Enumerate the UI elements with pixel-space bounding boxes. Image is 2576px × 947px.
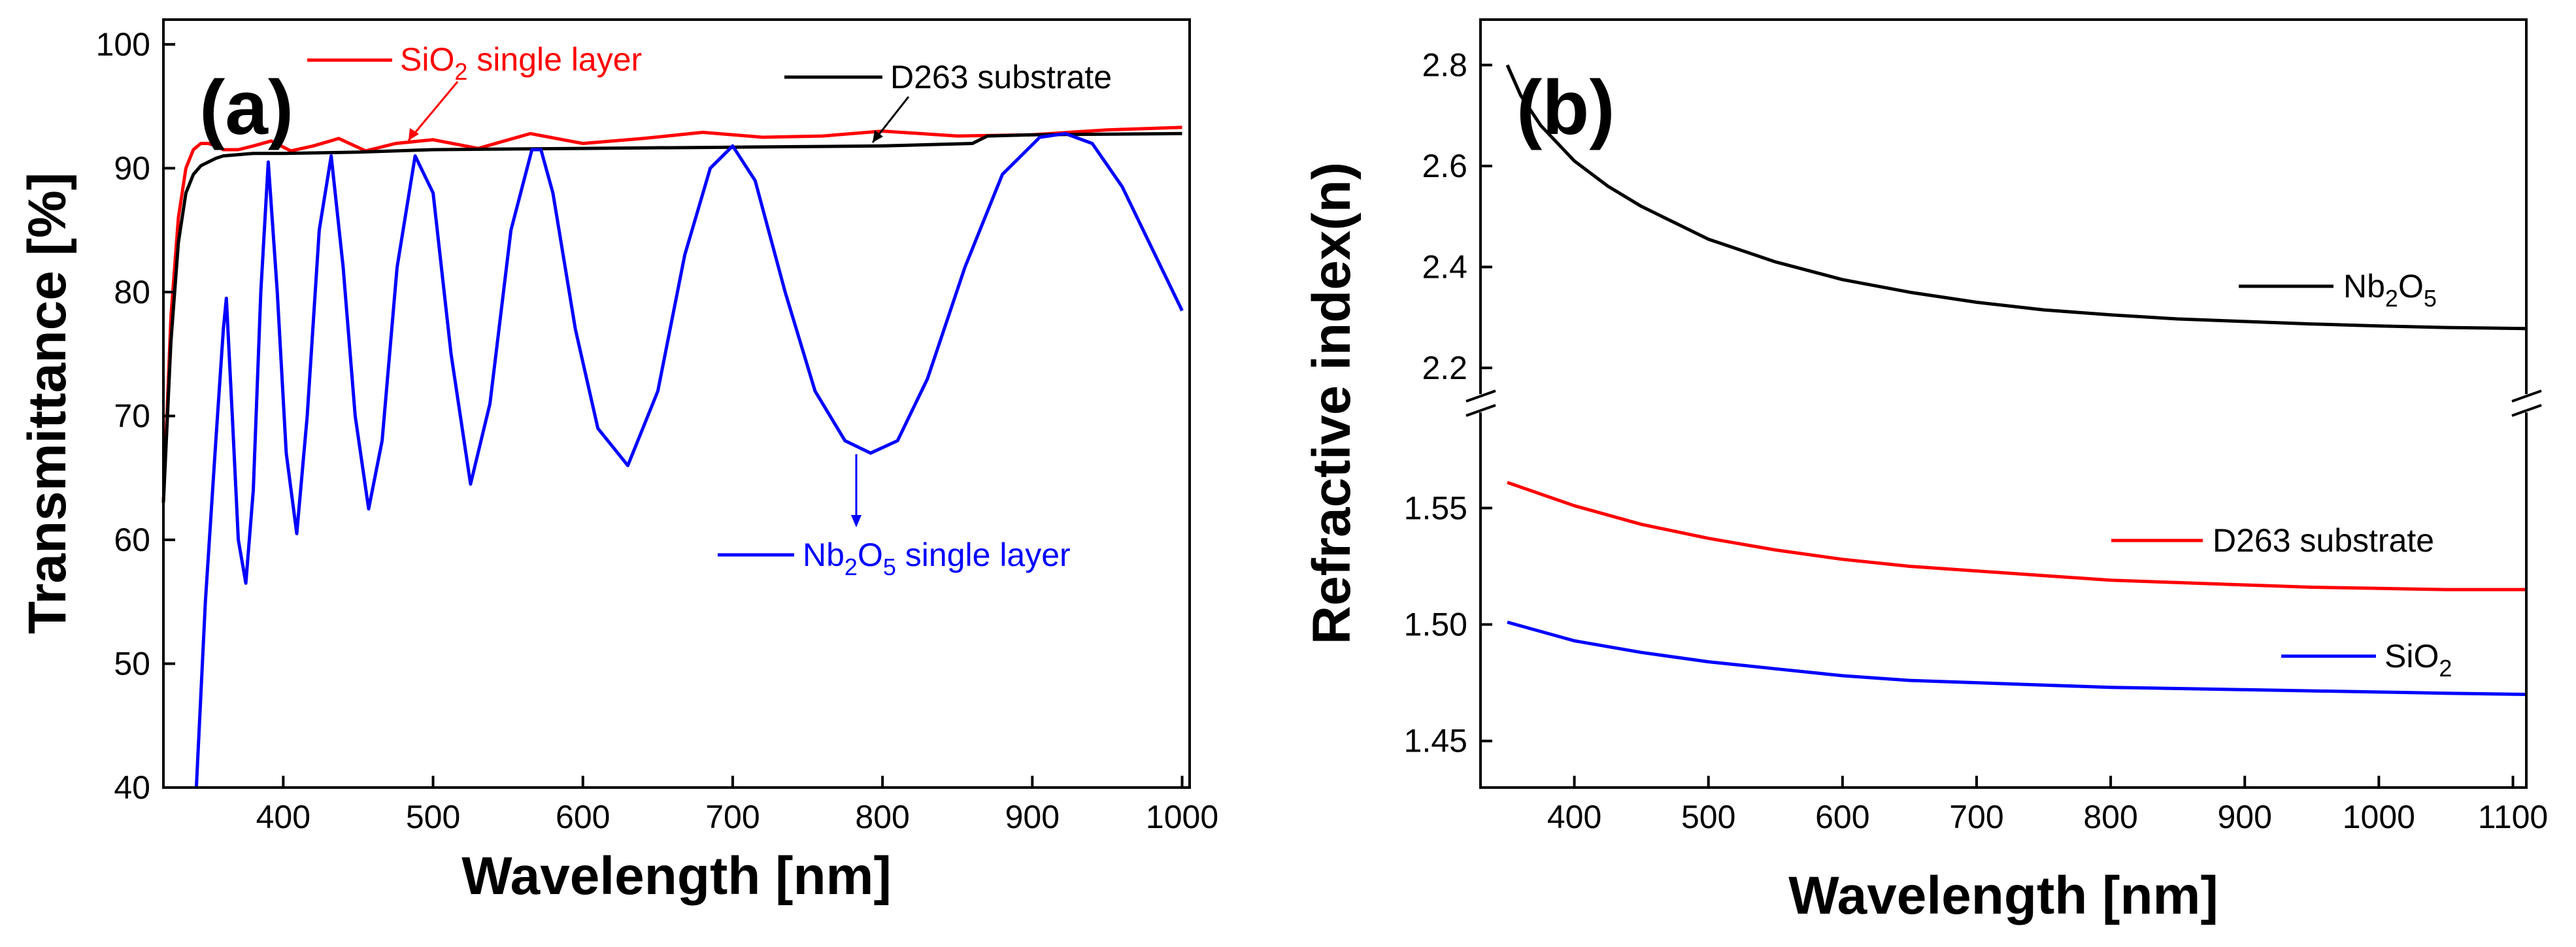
x-tick-label-b: 500 xyxy=(1681,799,1735,835)
panel-b-y-axis-title: Refractive index(n) xyxy=(1302,162,1362,644)
panel-a-letter: (a) xyxy=(199,65,293,151)
x-tick-label-a: 400 xyxy=(256,799,310,835)
y-tick-label-b-upper: 2.4 xyxy=(1422,248,1467,285)
axis-break-mark-left-top xyxy=(1465,390,1496,403)
legend-label-sio2-b: SiO2 xyxy=(2384,638,2452,682)
x-tick-label-b: 400 xyxy=(1547,799,1601,835)
x-tick-label-a: 900 xyxy=(1005,799,1060,835)
y-tick-label-a: 60 xyxy=(114,522,150,558)
x-tick-label-a: 1000 xyxy=(1146,799,1218,835)
series-line-a-sio2-single-layer xyxy=(161,125,1182,503)
x-tick-label-a: 700 xyxy=(705,799,760,835)
axis-break-mark-right-top xyxy=(2511,390,2542,403)
y-tick-label-a: 100 xyxy=(96,26,150,63)
y-tick-label-b-upper: 2.6 xyxy=(1422,148,1467,184)
panel-a-x-axis-title: Wavelength [nm] xyxy=(461,846,892,906)
y-tick-label-a: 40 xyxy=(114,769,150,806)
panel-a-curves xyxy=(161,125,1184,788)
x-tick-label-b: 1100 xyxy=(2478,799,2549,835)
panel-a-y-ticks: 40 50 60 70 80 90 100 xyxy=(96,26,175,806)
series-line-a-nb2o5-single-layer xyxy=(194,131,1184,788)
x-tick-label-b: 800 xyxy=(2083,799,2137,835)
x-tick-label-b: 600 xyxy=(1815,799,1869,835)
legend-arrow-sio2 xyxy=(407,81,459,141)
y-tick-label-b-upper: 2.2 xyxy=(1422,350,1467,386)
legend-label-d263-b: D263 substrate xyxy=(2213,522,2434,559)
series-line-b-d263-substrate xyxy=(1507,480,2526,591)
series-line-b-sio2 xyxy=(1507,620,2527,696)
x-tick-label-a: 800 xyxy=(855,799,909,835)
series-line-b-nb2o5 xyxy=(1505,64,2527,331)
panel-b-x-axis-title: Wavelength [nm] xyxy=(1788,866,2218,925)
legend-nb2o5-single-layer: Nb2O5 single layer xyxy=(718,454,1071,580)
legend-nb2o5-b: Nb2O5 xyxy=(2239,268,2437,312)
panel-b-frame xyxy=(1479,18,2528,789)
panel-b: 400 500 600 700 800 900 1000 1100 2.2 2.4 2.6 2.8 1… xyxy=(1302,18,2548,925)
axis-break-mark-right-bottom xyxy=(2511,404,2542,417)
legend-sio2-single-layer: SiO2 single layer xyxy=(307,41,642,141)
series-line-a-d263-substrate xyxy=(161,131,1182,503)
panel-a-x-ticks: 400 500 600 700 800 900 1000 xyxy=(256,776,1218,835)
y-tick-label-b-lower: 1.45 xyxy=(1404,723,1467,759)
legend-label-nb2o5-b: Nb2O5 xyxy=(2343,268,2437,312)
legend-label-nb2o5-a: Nb2O5 single layer xyxy=(803,537,1071,580)
arrowhead-nb2o5-icon xyxy=(851,515,861,527)
panel-a-y-axis-title: Transmittance [%] xyxy=(18,173,77,634)
panel-b-y-ticks: 2.2 2.4 2.6 2.8 1.45 1.50 1.55 xyxy=(1404,47,1492,759)
y-tick-label-a: 70 xyxy=(114,397,150,434)
y-tick-label-a: 90 xyxy=(114,150,150,186)
panel-b-x-ticks: 400 500 600 700 800 900 1000 1100 xyxy=(1547,776,2548,835)
panel-a-frame xyxy=(162,18,1191,789)
axis-break-marks xyxy=(1465,390,2542,417)
axis-break-mark-left-bottom xyxy=(1465,404,1496,417)
y-tick-label-b-lower: 1.50 xyxy=(1404,606,1467,643)
arrowhead-d263-icon xyxy=(873,130,883,142)
y-tick-label-a: 80 xyxy=(114,274,150,310)
x-tick-label-b: 900 xyxy=(2218,799,2272,835)
y-tick-label-a: 50 xyxy=(114,645,150,682)
arrowhead-sio2-icon xyxy=(409,128,419,141)
x-tick-label-b: 700 xyxy=(1949,799,2003,835)
panel-b-curves xyxy=(1505,64,2527,696)
x-tick-label-b: 1000 xyxy=(2343,799,2415,835)
legend-d263-substrate-a: D263 substrate xyxy=(784,59,1112,143)
legend-d263-substrate-b: D263 substrate xyxy=(2111,522,2434,559)
y-tick-label-b-upper: 2.8 xyxy=(1422,47,1467,84)
panel-a: 400 500 600 700 800 900 1000 40 50 60 70 80 90 100 (… xyxy=(18,18,1218,906)
y-tick-label-b-lower: 1.55 xyxy=(1404,490,1467,526)
x-tick-label-a: 500 xyxy=(406,799,460,835)
x-tick-label-a: 600 xyxy=(556,799,610,835)
panel-b-letter: (b) xyxy=(1516,65,1615,151)
legend-label-sio2: SiO2 single layer xyxy=(400,41,642,85)
legend-sio2-b: SiO2 xyxy=(2281,638,2452,682)
legend-label-d263-a: D263 substrate xyxy=(890,59,1112,95)
